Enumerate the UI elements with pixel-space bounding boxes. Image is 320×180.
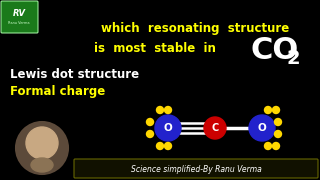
Circle shape xyxy=(155,115,181,141)
Circle shape xyxy=(265,107,271,114)
Circle shape xyxy=(26,127,58,159)
Circle shape xyxy=(156,143,164,150)
Circle shape xyxy=(156,107,164,114)
Ellipse shape xyxy=(31,158,53,172)
Circle shape xyxy=(164,107,172,114)
Circle shape xyxy=(164,143,172,150)
Text: C: C xyxy=(212,123,219,133)
Circle shape xyxy=(273,107,279,114)
Circle shape xyxy=(275,130,282,138)
FancyBboxPatch shape xyxy=(74,159,318,178)
Text: O: O xyxy=(258,123,266,133)
Text: 2: 2 xyxy=(287,49,300,68)
Text: CO: CO xyxy=(250,36,298,65)
Text: O: O xyxy=(164,123,172,133)
Circle shape xyxy=(273,143,279,150)
Circle shape xyxy=(204,117,226,139)
Circle shape xyxy=(147,130,154,138)
Text: RV: RV xyxy=(12,9,26,18)
Text: Ranu Verma: Ranu Verma xyxy=(8,21,30,25)
Circle shape xyxy=(16,122,68,174)
Text: Formal charge: Formal charge xyxy=(10,85,105,98)
Text: is  most  stable  in: is most stable in xyxy=(94,42,216,55)
Circle shape xyxy=(265,143,271,150)
Text: which  resonating  structure: which resonating structure xyxy=(101,22,289,35)
FancyBboxPatch shape xyxy=(1,1,38,33)
Text: Science simplified-By Ranu Verma: Science simplified-By Ranu Verma xyxy=(131,165,261,174)
Text: Lewis dot structure: Lewis dot structure xyxy=(10,68,139,81)
Circle shape xyxy=(147,118,154,125)
Circle shape xyxy=(275,118,282,125)
Circle shape xyxy=(249,115,275,141)
